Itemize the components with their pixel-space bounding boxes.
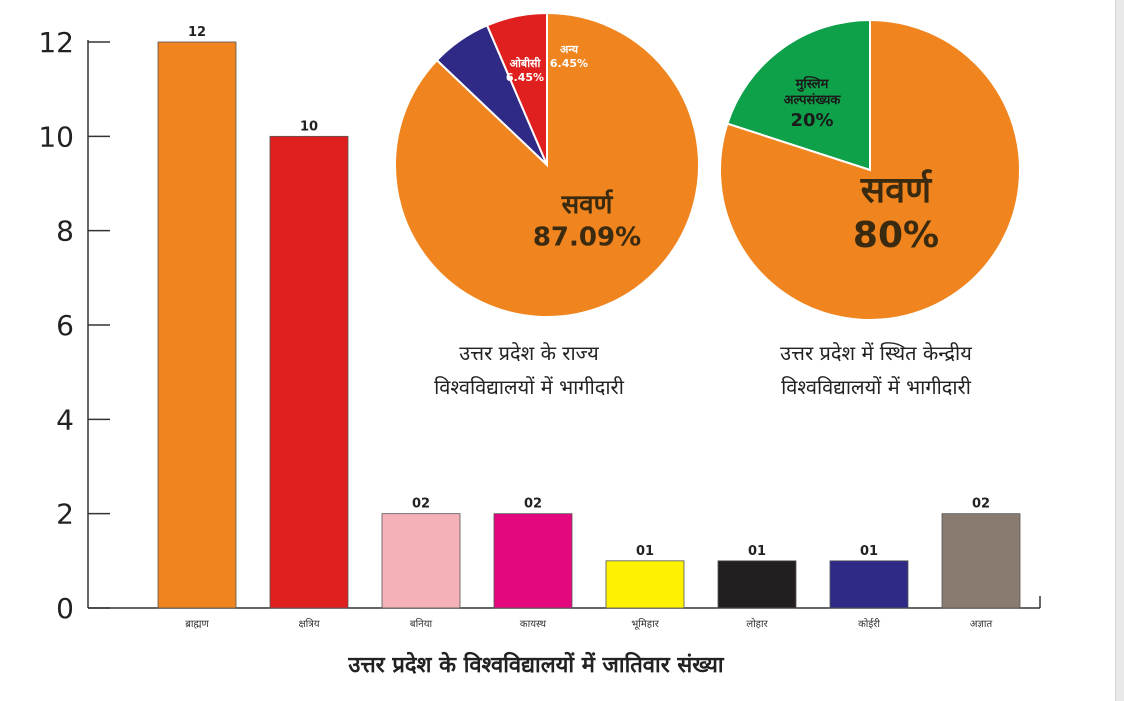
y-tick-label: 4 [56, 403, 74, 436]
pie-slice-label: अल्पसंख्यक [784, 92, 842, 108]
pie-slice-value: 87.09% [533, 223, 641, 253]
y-tick-label: 10 [38, 120, 74, 153]
pie-charts: सवर्ण87.09%ओबीसी6.45%अन्य6.45%उत्तर प्रद… [394, 11, 1021, 399]
bar-value-label: 01 [860, 544, 878, 559]
bar-value-label: 02 [524, 497, 542, 512]
pie-slice-value: 6.45% [506, 71, 544, 84]
bar [381, 513, 461, 609]
pie-caption: विश्वविद्यालयों में भागीदारी [434, 375, 625, 399]
y-tick-label: 2 [56, 498, 74, 531]
pie-slice [394, 11, 700, 318]
bar-series: 12 ब्राह्मण 10 क्षत्रिय 02 बनिया 02 कायस्थ 01 भूम… [157, 25, 1021, 630]
pie-slice-label: सवर्ण [860, 169, 933, 211]
bar [717, 560, 797, 609]
y-tick-label: 0 [56, 592, 74, 625]
bar-value-label: 01 [748, 544, 766, 559]
pie-caption: उत्तर प्रदेश में स्थित केन्द्रीय [780, 341, 972, 365]
chart-title: उत्तर प्रदेश के विश्वविद्यालयों में जाति… [347, 651, 724, 678]
bar-value-label: 01 [636, 544, 654, 559]
pie-slice [719, 18, 1021, 321]
category-label: अज्ञात [970, 619, 993, 630]
page-edge-strip [1115, 0, 1124, 701]
bar [269, 135, 349, 609]
pie-slice-label: अन्य [560, 43, 579, 56]
bar [829, 560, 909, 609]
bar [941, 513, 1021, 609]
y-tick-label: 6 [56, 309, 74, 342]
y-tick-label: 8 [56, 215, 74, 248]
pie-caption: उत्तर प्रदेश के राज्य [459, 341, 599, 365]
category-label: ब्राह्मण [185, 619, 209, 630]
pie-slice-value: 20% [790, 110, 833, 131]
category-label: कायस्थ [520, 619, 547, 630]
pie-slice-value: 6.45% [550, 57, 588, 70]
category-label: क्षत्रिय [298, 618, 319, 630]
pie-chart-1: सवर्ण87.09%ओबीसी6.45%अन्य6.45%उत्तर प्रद… [394, 11, 700, 399]
category-label: लोहार [746, 618, 768, 630]
bar [157, 41, 237, 609]
y-tick-label: 12 [38, 26, 74, 59]
pie-slice-label: मुस्लिम [795, 76, 830, 92]
pie-slice-value: 80% [853, 215, 939, 256]
bar-value-label: 12 [188, 25, 206, 40]
pie-slice [726, 18, 871, 172]
bar-value-label: 02 [972, 497, 990, 512]
bar-value-label: 02 [412, 497, 430, 512]
bar [493, 513, 573, 609]
bar [605, 560, 685, 609]
pie-slice-label: ओबीसी [510, 56, 542, 70]
pie-caption: विश्वविद्यालयों में भागीदारी [781, 375, 972, 399]
pie-chart-2: सवर्ण80% मुस्लिमअल्पसंख्यक 20% उत्तर प्रदेश… [719, 18, 1021, 399]
category-label: कोईरी [858, 618, 880, 630]
category-label: भूमिहार [631, 618, 660, 630]
bar-value-label: 10 [300, 119, 318, 134]
category-label: बनिया [410, 618, 433, 630]
pie-slice-label: सवर्ण [561, 189, 614, 220]
